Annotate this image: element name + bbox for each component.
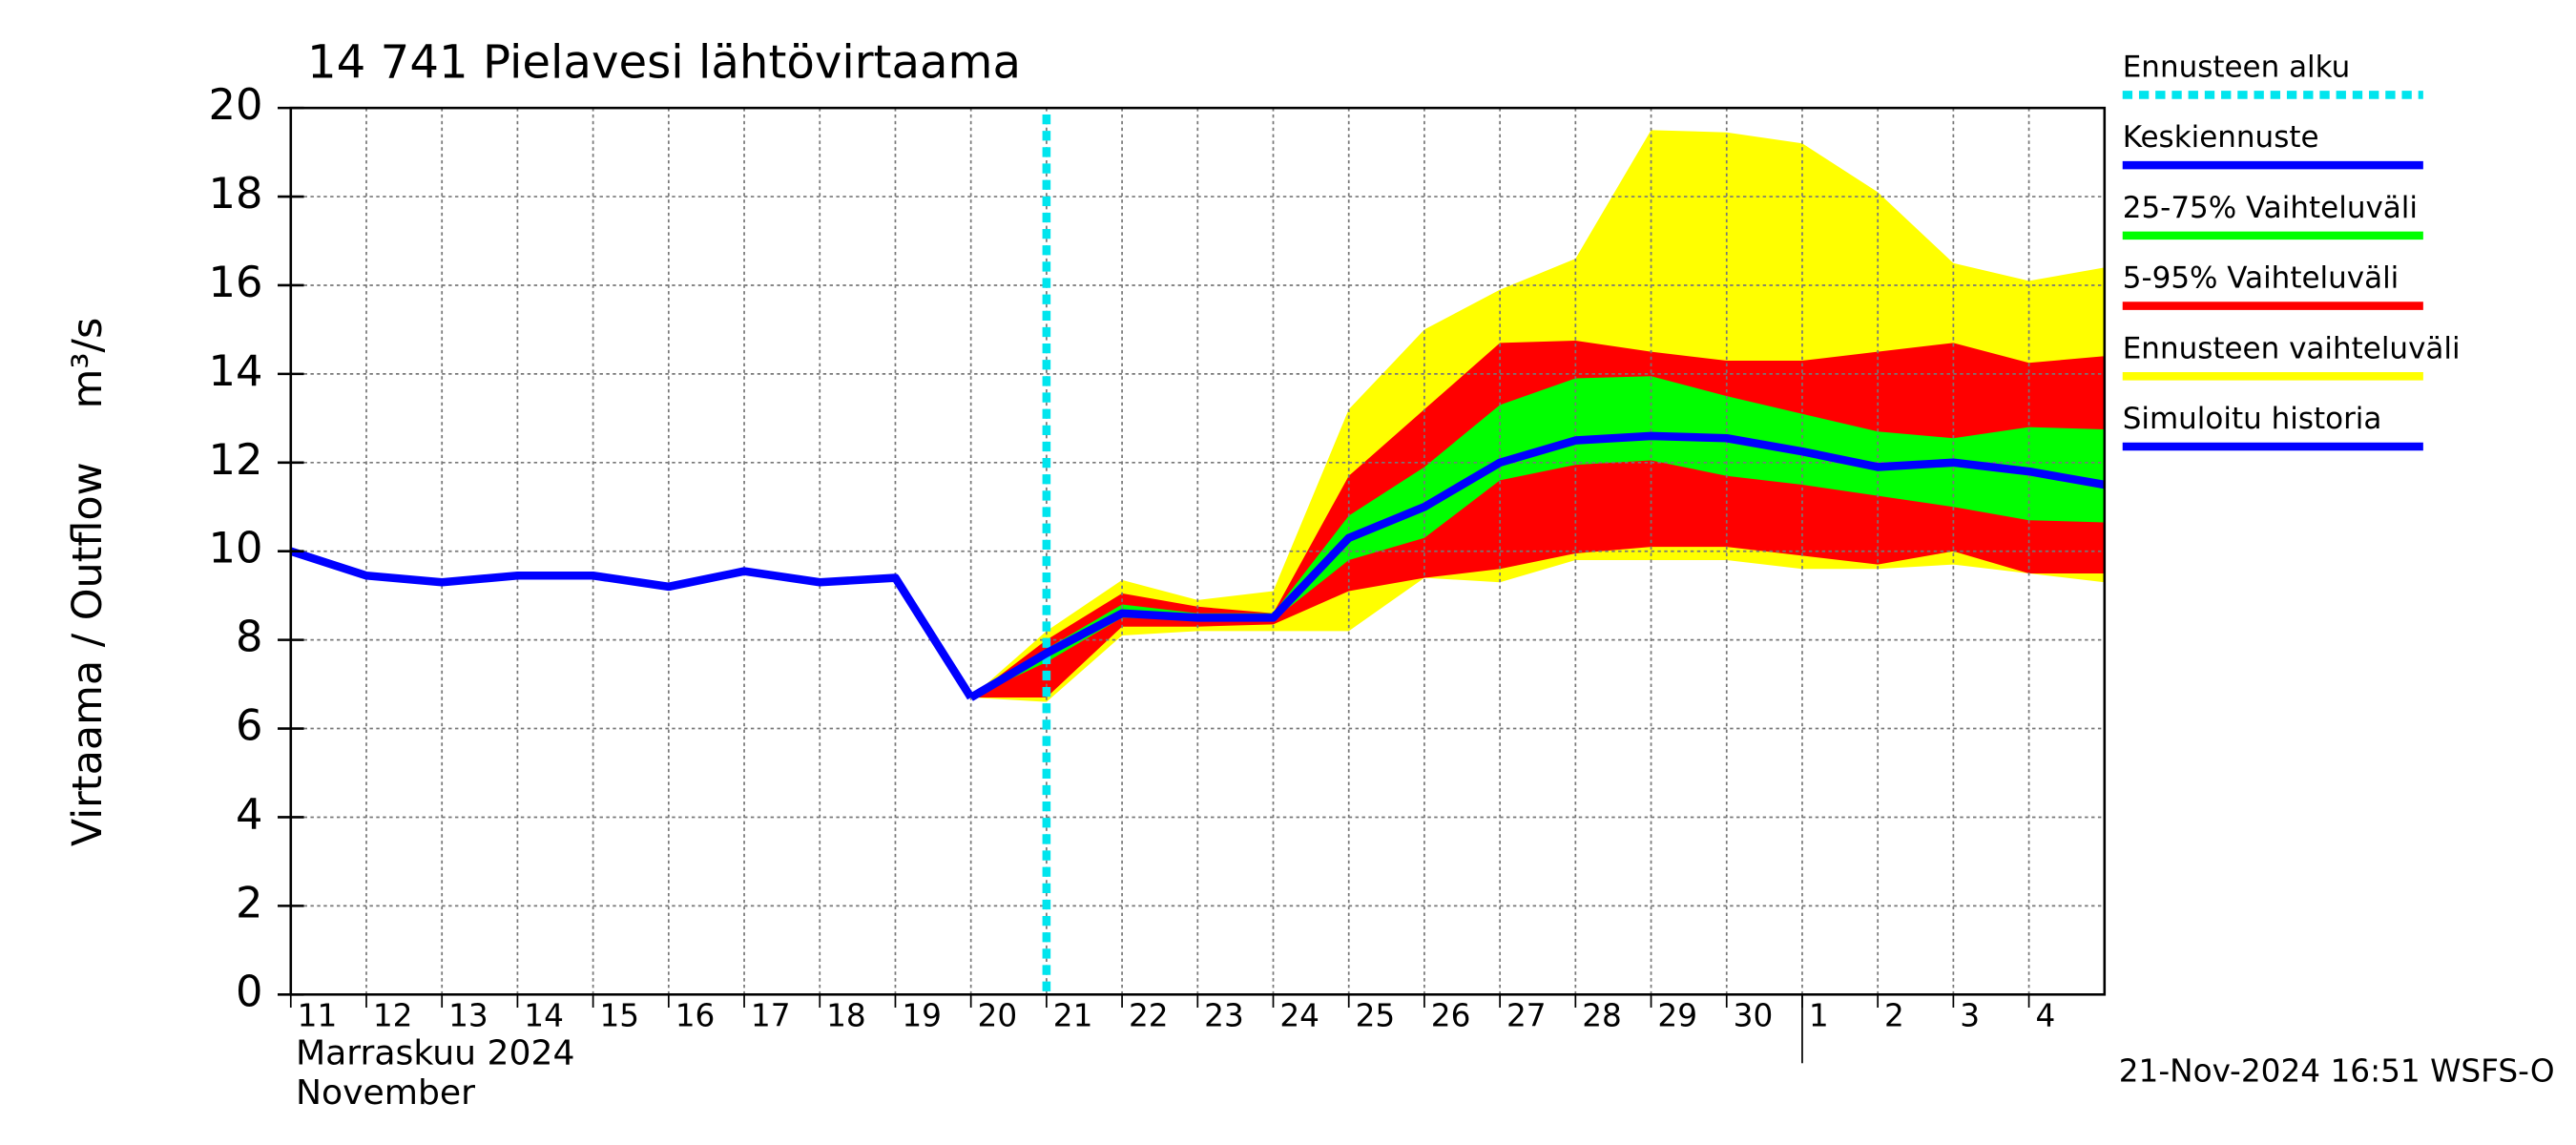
x-tick-label: 4 — [2035, 997, 2055, 1033]
chart-title: 14 741 Pielavesi lähtövirtaama — [307, 36, 1021, 90]
x-tick-label: 2 — [1884, 997, 1904, 1033]
x-tick-label: 13 — [448, 997, 488, 1033]
x-axis-label: November — [296, 1072, 475, 1113]
legend-label: Simuloitu historia — [2123, 402, 2382, 436]
x-tick-label: 24 — [1279, 997, 1319, 1033]
x-tick-label: 21 — [1053, 997, 1093, 1033]
x-tick-label: 12 — [373, 997, 413, 1033]
footer: 21-Nov-2024 16:51 WSFS-O — [2119, 1053, 2555, 1090]
series-line — [289, 547, 975, 700]
x-tick-label: 26 — [1431, 997, 1471, 1033]
x-tick-label: 14 — [524, 997, 564, 1033]
x-tick-label: 25 — [1356, 997, 1396, 1033]
x-tick-label: 15 — [600, 997, 640, 1033]
legend-label: Ennusteen alku — [2123, 51, 2351, 85]
legend-label: Keskiennuste — [2123, 120, 2319, 155]
x-tick-label: 30 — [1734, 997, 1774, 1033]
y-axis-unit: m³/s — [64, 318, 112, 409]
y-tick-label: 6 — [236, 701, 262, 751]
y-tick-label: 20 — [209, 80, 263, 130]
series-line — [968, 431, 2106, 701]
x-axis-label: Marraskuu 2024 — [296, 1033, 575, 1073]
x-tick-label: 3 — [1960, 997, 1980, 1033]
y-tick-label: 14 — [209, 346, 263, 396]
y-tick-label: 18 — [209, 169, 263, 219]
legend-label: 5-95% Vaihteluväli — [2123, 261, 2399, 296]
legend-label: Ennusteen vaihteluväli — [2123, 331, 2461, 365]
y-tick-label: 12 — [209, 435, 263, 485]
y-tick-label: 2 — [236, 878, 262, 927]
x-tick-label: 29 — [1657, 997, 1697, 1033]
y-tick-label: 10 — [209, 524, 263, 573]
x-tick-label: 17 — [751, 997, 791, 1033]
y-axis-label: Virtaama / Outflow — [64, 462, 112, 846]
lines — [289, 114, 2106, 995]
x-tick-label: 28 — [1582, 997, 1622, 1033]
legend: Ennusteen alku Keskiennuste 25-75% Vaihtel… — [2123, 51, 2461, 451]
x-tick-label: 18 — [826, 997, 866, 1033]
x-tick-label: 16 — [675, 997, 716, 1033]
plot-frame — [289, 106, 2107, 996]
y-tick-label: 4 — [236, 790, 262, 840]
legend-label: 25-75% Vaihteluväli — [2123, 191, 2418, 225]
y-tick-label: 8 — [236, 613, 262, 662]
x-tick-label: 11 — [298, 997, 338, 1033]
x-tick-label: 19 — [902, 997, 942, 1033]
x-tick-label: 1 — [1809, 997, 1829, 1033]
x-tick-label: 27 — [1506, 997, 1547, 1033]
x-tick-label: 20 — [978, 997, 1018, 1033]
y-tick-label: 16 — [209, 258, 263, 307]
x-tick-label: 22 — [1129, 997, 1169, 1033]
x-tick-label: 23 — [1204, 997, 1244, 1033]
y-tick-label: 0 — [236, 967, 262, 1016]
